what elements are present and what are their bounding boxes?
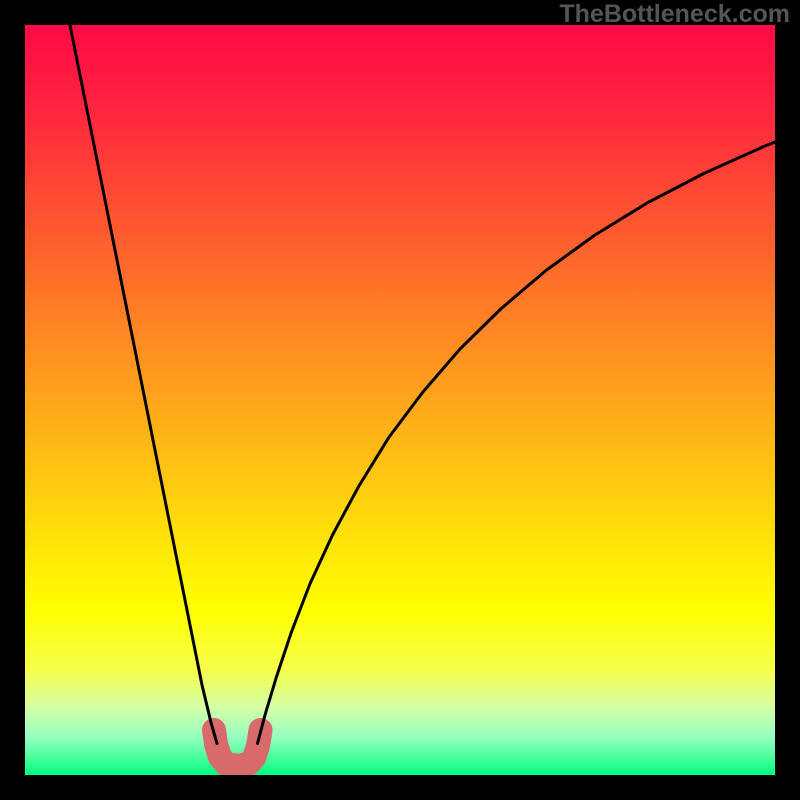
chart-plot-area xyxy=(25,25,775,775)
chart-svg-overlay xyxy=(25,25,775,775)
watermark-text: TheBottleneck.com xyxy=(559,0,790,29)
curve-left xyxy=(70,25,217,744)
curve-right xyxy=(258,142,776,744)
trough-band xyxy=(214,730,261,766)
